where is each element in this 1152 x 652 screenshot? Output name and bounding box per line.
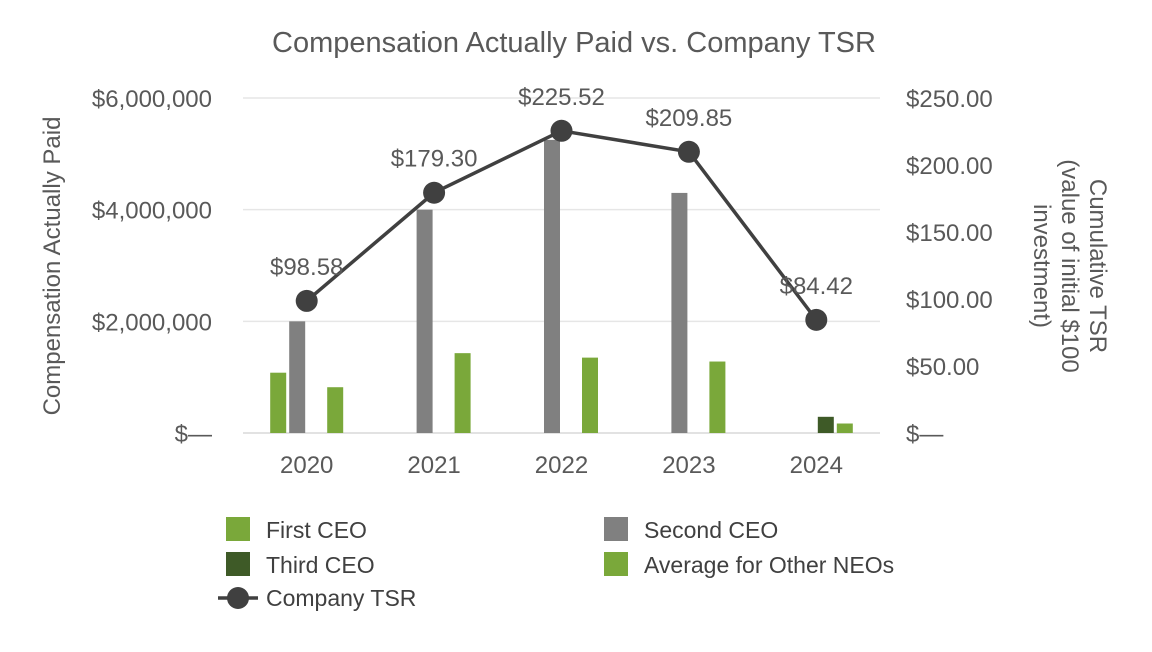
legend-label-average-for-other-neos: Average for Other NEOs (644, 552, 894, 578)
legend-label-company-tsr: Company TSR (266, 585, 416, 611)
chart-title: Compensation Actually Paid vs. Company T… (272, 27, 876, 59)
x-tick-label: 2023 (662, 452, 715, 479)
y-right-tick-label: $200.00 (906, 153, 993, 180)
y-right-tick-label: $150.00 (906, 220, 993, 247)
y-right-tick-label: $250.00 (906, 86, 993, 113)
tsr-point-2020 (295, 289, 318, 312)
tsr-point-2023 (677, 140, 700, 163)
y-left-tick-label: $4,000,000 (92, 198, 212, 225)
x-tick-label: 2024 (790, 452, 843, 479)
bar-average-for-other-neos-2023 (709, 361, 726, 433)
legend-label-second-ceo: Second CEO (644, 517, 778, 543)
x-tick-label: 2020 (280, 452, 333, 479)
tsr-point-2022 (550, 119, 573, 142)
bar-average-for-other-neos-2021 (454, 353, 471, 433)
tsr-point-2024 (805, 308, 828, 331)
bar-average-for-other-neos-2024 (836, 423, 853, 433)
legend-swatch-first-ceo (226, 517, 250, 541)
legend-swatch-tsr-marker (227, 587, 249, 609)
y-left-tick-label: $— (175, 421, 212, 448)
bar-second-ceo-2021 (416, 209, 433, 433)
y-axis-left-title: Compensation Actually Paid (39, 117, 66, 416)
tsr-data-label: $84.42 (780, 273, 853, 300)
y-right-tick-label: $— (906, 421, 943, 448)
y-left-tick-label: $6,000,000 (92, 86, 212, 113)
bar-second-ceo-2020 (289, 321, 306, 433)
legend: First CEO Second CEO Third CEO Average for … (218, 517, 894, 611)
tsr-data-label: $98.58 (270, 254, 343, 281)
bar-third-ceo-2024 (817, 416, 834, 433)
y-axis-right-title: Cumulative TSR (value of initial $100 in… (1028, 159, 1111, 372)
x-tick-label: 2021 (407, 452, 460, 479)
y-axis-right-title-line-3: investment) (1028, 204, 1055, 328)
tsr-data-label: $179.30 (391, 146, 478, 173)
tsr-data-label: $209.85 (646, 105, 733, 132)
y-right-tick-label: $50.00 (906, 354, 979, 381)
legend-swatch-third-ceo (226, 552, 250, 576)
bar-second-ceo-2022 (544, 139, 560, 433)
tsr-data-label: $225.52 (518, 84, 605, 111)
bar-average-for-other-neos-2022 (582, 357, 598, 433)
tsr-point-2021 (423, 181, 446, 204)
y-axis-right-title-line-2: (value of initial $100 (1056, 159, 1083, 372)
y-right-tick-label: $100.00 (906, 287, 993, 314)
legend-swatch-second-ceo (604, 517, 628, 541)
tsr-line-layer (295, 119, 828, 331)
x-tick-label: 2022 (535, 452, 588, 479)
data-label-layer: $98.58 $179.30 $225.52 $209.85 $84.42 (270, 84, 853, 300)
bar-average-for-other-neos-2020 (327, 387, 344, 433)
legend-label-first-ceo: First CEO (266, 517, 367, 543)
bar-first-ceo-2020 (270, 372, 287, 433)
bar-second-ceo-2023 (671, 192, 688, 433)
axis-tick-labels: $— $2,000,000 $4,000,000 $6,000,000 $— $50.00… (92, 86, 993, 479)
y-left-tick-label: $2,000,000 (92, 309, 212, 336)
y-axis-right-title-line-1: Cumulative TSR (1084, 179, 1111, 353)
tsr-line (305, 129, 818, 321)
legend-swatch-average-for-other-neos (604, 552, 628, 576)
gridlines (243, 97, 880, 434)
legend-label-third-ceo: Third CEO (266, 552, 375, 578)
bar-marks (270, 139, 853, 433)
